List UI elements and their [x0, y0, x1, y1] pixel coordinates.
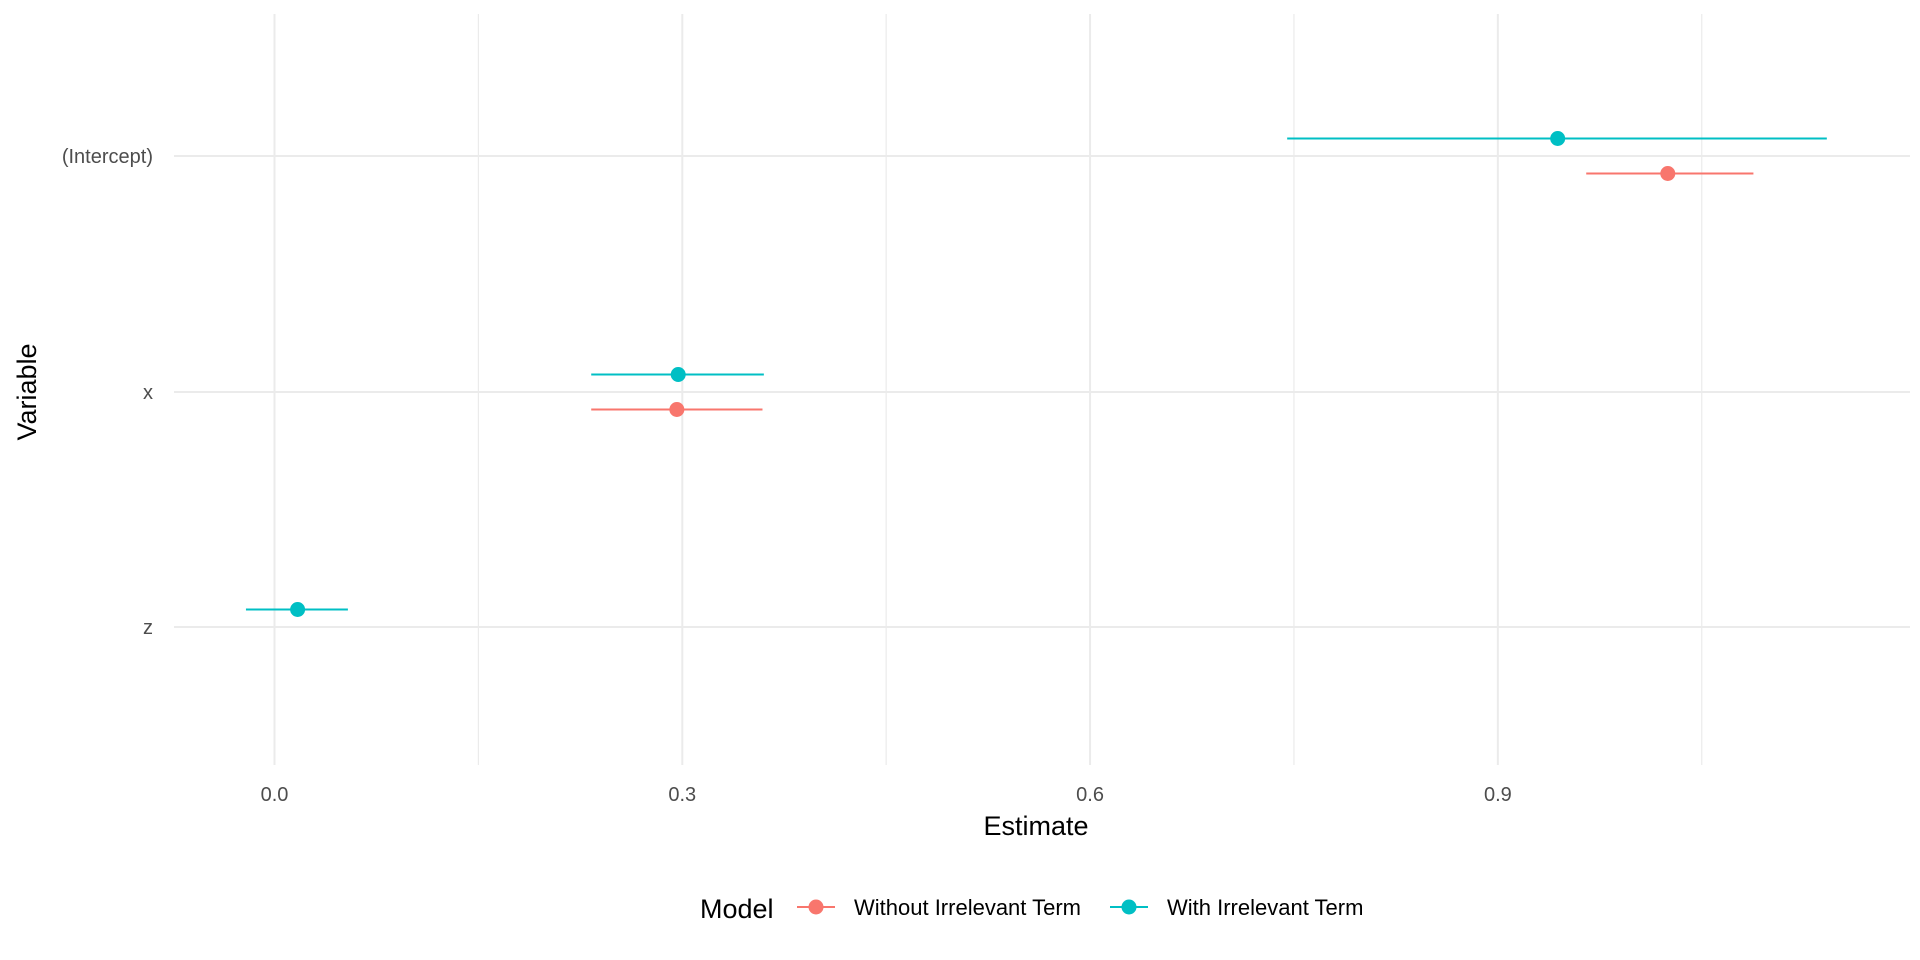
legend-title: Model	[700, 894, 774, 924]
x-tick-label: 0.9	[1484, 784, 1512, 806]
estimate-point	[290, 602, 306, 617]
x-tick-label: 0.0	[261, 784, 289, 806]
grid-layer	[174, 14, 1910, 765]
estimate-point	[1660, 166, 1676, 181]
legend-key-point	[1121, 899, 1137, 915]
legend-label: With Irrelevant Term	[1167, 895, 1363, 920]
x-tick-labels: 0.0 0.3 0.6 0.9	[261, 784, 1512, 806]
series-group	[245, 131, 1827, 617]
legend-item: Without Irrelevant Term	[797, 895, 1081, 920]
series-group	[591, 166, 1754, 417]
legend-item: With Irrelevant Term	[1110, 895, 1363, 920]
x-axis-title: Estimate	[983, 811, 1088, 841]
legend: Model Without Irrelevant Term With Irrele…	[700, 894, 1363, 924]
estimate-point	[669, 402, 685, 417]
estimate-point	[670, 367, 686, 382]
x-tick-label: 0.6	[1076, 784, 1104, 806]
legend-label: Without Irrelevant Term	[854, 895, 1081, 920]
y-tick-label: (Intercept)	[62, 146, 153, 168]
legend-items: Without Irrelevant Term With Irrelevant T…	[797, 895, 1363, 920]
y-tick-label: z	[143, 617, 153, 639]
legend-key-point	[808, 899, 824, 915]
y-axis-title: Variable	[12, 343, 42, 440]
x-tick-label: 0.3	[668, 784, 696, 806]
estimate-point	[1550, 131, 1566, 146]
y-tick-labels: (Intercept) x z	[62, 146, 153, 639]
chart-marks	[245, 131, 1827, 617]
y-tick-label: x	[143, 382, 153, 404]
